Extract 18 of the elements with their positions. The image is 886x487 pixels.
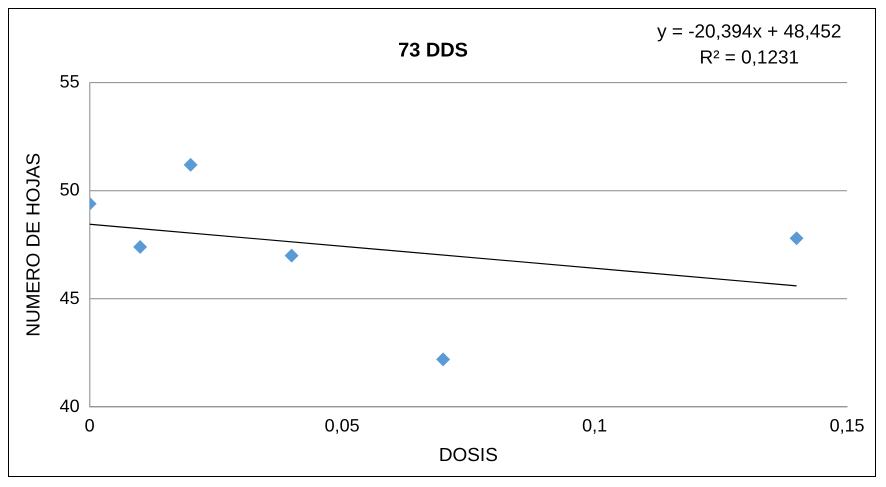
- point: [184, 158, 198, 172]
- x-tick-label: 0,05: [324, 416, 360, 436]
- y-tick-label: 55: [60, 72, 80, 92]
- chart-title: 73 DDS: [398, 39, 468, 62]
- x-axis-title: DOSIS: [438, 444, 498, 466]
- x-tick-label: 0: [84, 416, 95, 436]
- point: [284, 248, 299, 263]
- y-axis-title: NUMERO DE HOJAS: [24, 152, 45, 337]
- y-tick-label: 45: [60, 288, 80, 308]
- y-tick-label: 50: [60, 180, 80, 200]
- x-tick-label: 0,15: [830, 416, 865, 436]
- text: R² = 0,1231: [700, 48, 800, 68]
- text: y = -20,394x + 48,452: [657, 22, 842, 43]
- x-tick-label: 0,1: [582, 416, 608, 436]
- point: [436, 352, 450, 366]
- point: [133, 240, 148, 254]
- point: [790, 231, 804, 246]
- y-tick-label: 40: [60, 396, 80, 416]
